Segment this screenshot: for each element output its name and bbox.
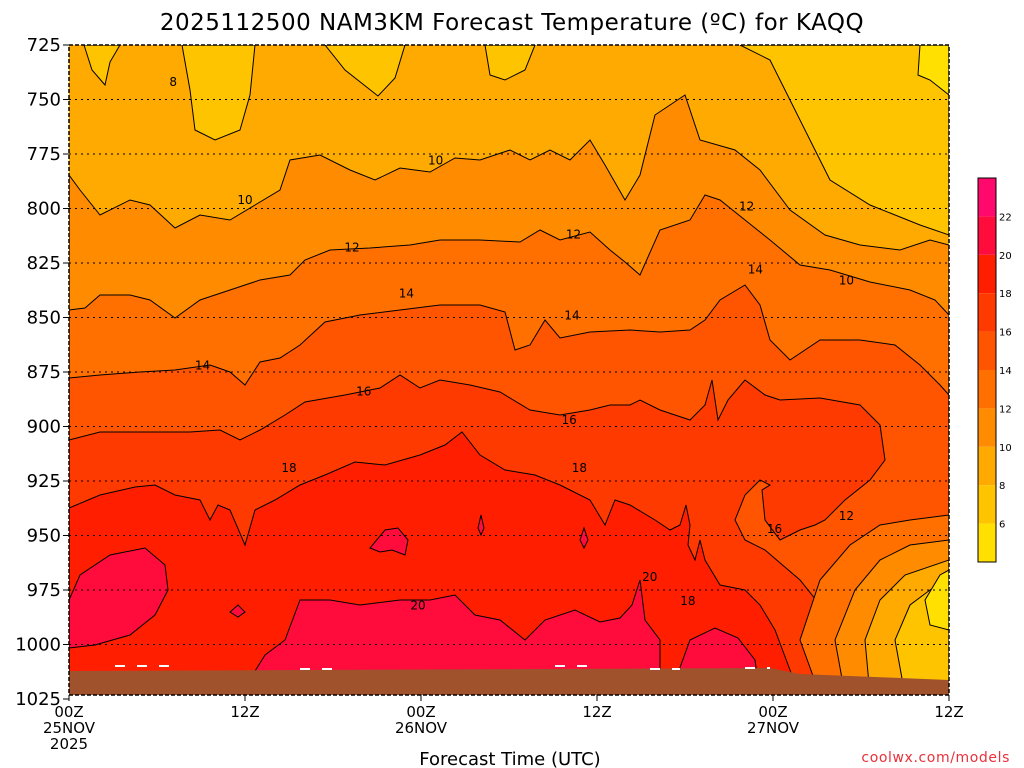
region-6-8-pocket bbox=[181, 45, 256, 141]
x-axis-label: Forecast Time (UTC) bbox=[419, 749, 600, 768]
colorbar-swatch bbox=[978, 408, 996, 447]
x-tick-label: 00Z bbox=[406, 703, 435, 721]
x-tick-label: 25NOV bbox=[43, 719, 96, 737]
contour-label: 20 bbox=[410, 598, 425, 612]
y-tick-label-900: 900 bbox=[27, 417, 61, 438]
contour-label: 14 bbox=[399, 287, 414, 301]
colorbar-tick-label: 6 bbox=[999, 520, 1005, 531]
contour-label: 16 bbox=[356, 385, 371, 399]
colorbar-tick-label: 10 bbox=[999, 443, 1012, 454]
contour-label: 16 bbox=[767, 522, 782, 536]
x-tick-label: 12Z bbox=[934, 703, 963, 721]
x-tick-label: 12Z bbox=[230, 703, 259, 721]
contour-label: 10 bbox=[237, 193, 252, 207]
region-20-22-tiny bbox=[229, 604, 246, 618]
x-tick-label: 27NOV bbox=[747, 719, 800, 737]
contour-label: 10 bbox=[839, 273, 854, 287]
colorbar-swatch bbox=[978, 523, 996, 562]
contour-label: 12 bbox=[839, 509, 854, 523]
x-tick-label: 2025 bbox=[50, 735, 88, 753]
region-4-6-corner bbox=[917, 45, 949, 96]
colorbar-tick-label: 8 bbox=[999, 481, 1005, 492]
colorbar-swatch bbox=[978, 216, 996, 255]
y-tick-label-850: 850 bbox=[27, 308, 61, 329]
colorbar-swatch bbox=[978, 485, 996, 524]
y-tick-label-775: 775 bbox=[27, 144, 61, 165]
gridlines bbox=[69, 99, 949, 645]
y-tick-label-1000: 1000 bbox=[15, 635, 61, 656]
colorbar-swatch bbox=[978, 370, 996, 409]
contour-label: 18 bbox=[572, 461, 587, 475]
y-tick-label-925: 925 bbox=[27, 471, 61, 492]
colorbar-swatch bbox=[978, 254, 996, 294]
contour-label: 10 bbox=[428, 154, 443, 168]
colorbar-tick-label: 12 bbox=[999, 404, 1012, 415]
y-tick-label-875: 875 bbox=[27, 362, 61, 383]
colorbar-tick-label: 22 bbox=[999, 212, 1012, 223]
credit-text: coolwx.com/models bbox=[861, 750, 1010, 766]
y-tick-label-1025: 1025 bbox=[15, 689, 61, 710]
region-20-22-left bbox=[69, 547, 169, 649]
colorbar: 6 8 10 12 14 16 18 20 22 bbox=[977, 177, 1012, 563]
region-20-22-tiny2 bbox=[579, 526, 589, 550]
region-20-22-tiny3 bbox=[477, 514, 485, 537]
terrain bbox=[69, 668, 949, 695]
contour-label: 12 bbox=[566, 228, 581, 242]
colorbar-frame bbox=[977, 177, 997, 563]
region-6-8-pocket-3 bbox=[484, 45, 536, 81]
y-tick-label-950: 950 bbox=[27, 526, 61, 547]
contour-label: 12 bbox=[344, 241, 359, 255]
contour-labels: 8 10 10 12 12 12 10 14 14 14 14 16 16 18 18 16 12 20 20 18 bbox=[169, 75, 854, 612]
region-6-8-pocket-2 bbox=[324, 45, 406, 97]
y-tick-label-750: 750 bbox=[27, 90, 61, 111]
contour-label: 12 bbox=[739, 199, 754, 213]
colorbar-tick-label: 20 bbox=[999, 251, 1012, 262]
colorbar-swatch bbox=[978, 293, 996, 332]
colorbar-tick-label: 16 bbox=[999, 328, 1012, 339]
region-6-8-top-left bbox=[83, 45, 121, 87]
contour-label: 14 bbox=[748, 263, 763, 277]
y-tick-label-825: 825 bbox=[27, 253, 61, 274]
region-6-8-upper-right bbox=[739, 45, 949, 236]
colorbar-swatch bbox=[978, 446, 996, 486]
colorbar-swatch bbox=[978, 178, 996, 217]
x-tick-label: 00Z bbox=[54, 703, 83, 721]
terrain-highlight bbox=[115, 665, 770, 670]
y-tick-label-725: 725 bbox=[27, 35, 61, 56]
region-20-22-pocket bbox=[369, 527, 409, 556]
x-tick-label: 00Z bbox=[758, 703, 787, 721]
colorbar-tick-label: 14 bbox=[999, 366, 1012, 377]
contour-label: 20 bbox=[642, 570, 657, 584]
plot-frame bbox=[68, 44, 950, 696]
colorbar-tick-label: 18 bbox=[999, 289, 1012, 300]
x-tick-label: 12Z bbox=[582, 703, 611, 721]
x-tick-label: 26NOV bbox=[395, 719, 448, 737]
colorbar-swatch bbox=[978, 331, 996, 370]
y-tick-label-975: 975 bbox=[27, 580, 61, 601]
contour-label: 14 bbox=[564, 308, 579, 322]
contour-label: 18 bbox=[281, 461, 296, 475]
contour-label: 8 bbox=[169, 75, 177, 89]
y-axis: 725 750 775 800 825 850 875 900 925 950 975 1000 102… bbox=[15, 35, 69, 710]
y-tick-label-800: 800 bbox=[27, 199, 61, 220]
contour-label: 16 bbox=[561, 413, 576, 427]
contour-label: 14 bbox=[195, 358, 210, 372]
plot-area: 8 10 10 12 12 12 10 14 14 14 14 16 16 18 18 16 12 20 20 18 bbox=[69, 45, 949, 695]
chart-title: 2025112500 NAM3KM Forecast Temperature (… bbox=[160, 10, 864, 36]
region-cold-tongue-4 bbox=[924, 569, 949, 631]
contour-label: 18 bbox=[680, 594, 695, 608]
